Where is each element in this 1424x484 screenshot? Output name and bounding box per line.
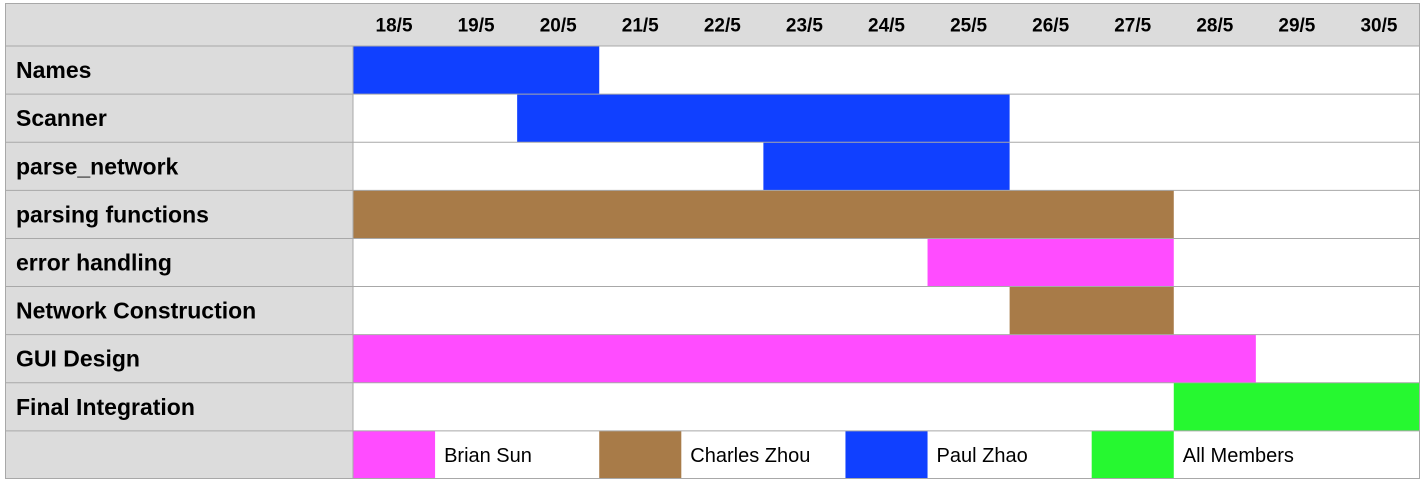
date-header: 19/5 xyxy=(458,16,495,37)
date-header: 20/5 xyxy=(540,16,577,37)
date-header: 23/5 xyxy=(786,16,823,37)
task-label: parse_network xyxy=(16,153,179,179)
legend-swatch xyxy=(1091,430,1174,479)
chart-border xyxy=(5,3,1420,479)
date-header: 27/5 xyxy=(1114,16,1151,37)
date-header: 25/5 xyxy=(950,16,987,37)
header-row-background xyxy=(5,3,1420,46)
task-bar xyxy=(1173,382,1420,431)
legend-label: All Members xyxy=(1183,445,1294,467)
task-bar xyxy=(1009,286,1174,335)
label-column-background xyxy=(5,46,353,479)
date-header: 21/5 xyxy=(622,16,659,37)
task-label: parsing functions xyxy=(16,201,209,227)
task-label: Final Integration xyxy=(16,394,195,420)
date-header: 18/5 xyxy=(376,16,413,37)
task-bar xyxy=(927,238,1174,287)
date-header: 29/5 xyxy=(1278,16,1315,37)
legend-swatch xyxy=(353,430,436,479)
task-label: Network Construction xyxy=(16,298,256,324)
task-label: Scanner xyxy=(16,105,107,131)
task-bar xyxy=(353,190,1174,239)
legend-swatch xyxy=(599,430,682,479)
date-header: 26/5 xyxy=(1032,16,1069,37)
legend-swatch xyxy=(845,430,928,479)
task-bar xyxy=(353,334,1256,383)
date-header: 30/5 xyxy=(1360,16,1397,37)
task-bar xyxy=(517,94,1010,143)
legend-label: Brian Sun xyxy=(444,445,532,467)
legend-label: Paul Zhao xyxy=(937,445,1028,467)
date-header: 24/5 xyxy=(868,16,905,37)
grid-lines xyxy=(5,3,1420,479)
date-header: 28/5 xyxy=(1196,16,1233,37)
task-label: Names xyxy=(16,57,91,83)
task-bar xyxy=(353,46,600,95)
task-bars xyxy=(353,46,1420,479)
task-label: error handling xyxy=(16,250,172,276)
date-header: 22/5 xyxy=(704,16,741,37)
task-bar xyxy=(763,142,1010,191)
gantt-chart: 18/5 19/5 20/5 21/5 22/5 23/5 24/5 25/5 26/5 27/5… xyxy=(5,3,1420,479)
legend-label: Charles Zhou xyxy=(690,445,810,467)
chart-labels: 18/5 19/5 20/5 21/5 22/5 23/5 24/5 25/5 26/5 27/5… xyxy=(16,16,1398,467)
task-label: GUI Design xyxy=(16,346,140,372)
